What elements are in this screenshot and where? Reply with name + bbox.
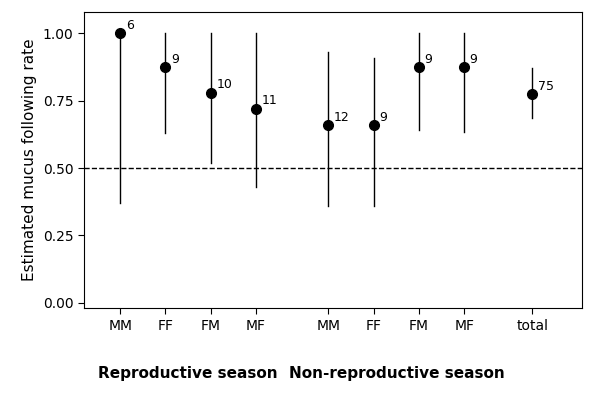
Text: 9: 9 bbox=[379, 111, 387, 124]
Text: 9: 9 bbox=[171, 53, 179, 66]
Text: 9: 9 bbox=[470, 53, 478, 66]
Text: 9: 9 bbox=[424, 53, 433, 66]
Text: 6: 6 bbox=[125, 19, 134, 32]
Text: 12: 12 bbox=[334, 111, 350, 124]
Text: 11: 11 bbox=[262, 94, 277, 107]
Y-axis label: Estimated mucus following rate: Estimated mucus following rate bbox=[22, 39, 37, 281]
Text: 75: 75 bbox=[538, 80, 554, 93]
Text: Reproductive season: Reproductive season bbox=[98, 367, 278, 382]
Text: 10: 10 bbox=[216, 78, 232, 91]
Text: Non-reproductive season: Non-reproductive season bbox=[289, 367, 504, 382]
